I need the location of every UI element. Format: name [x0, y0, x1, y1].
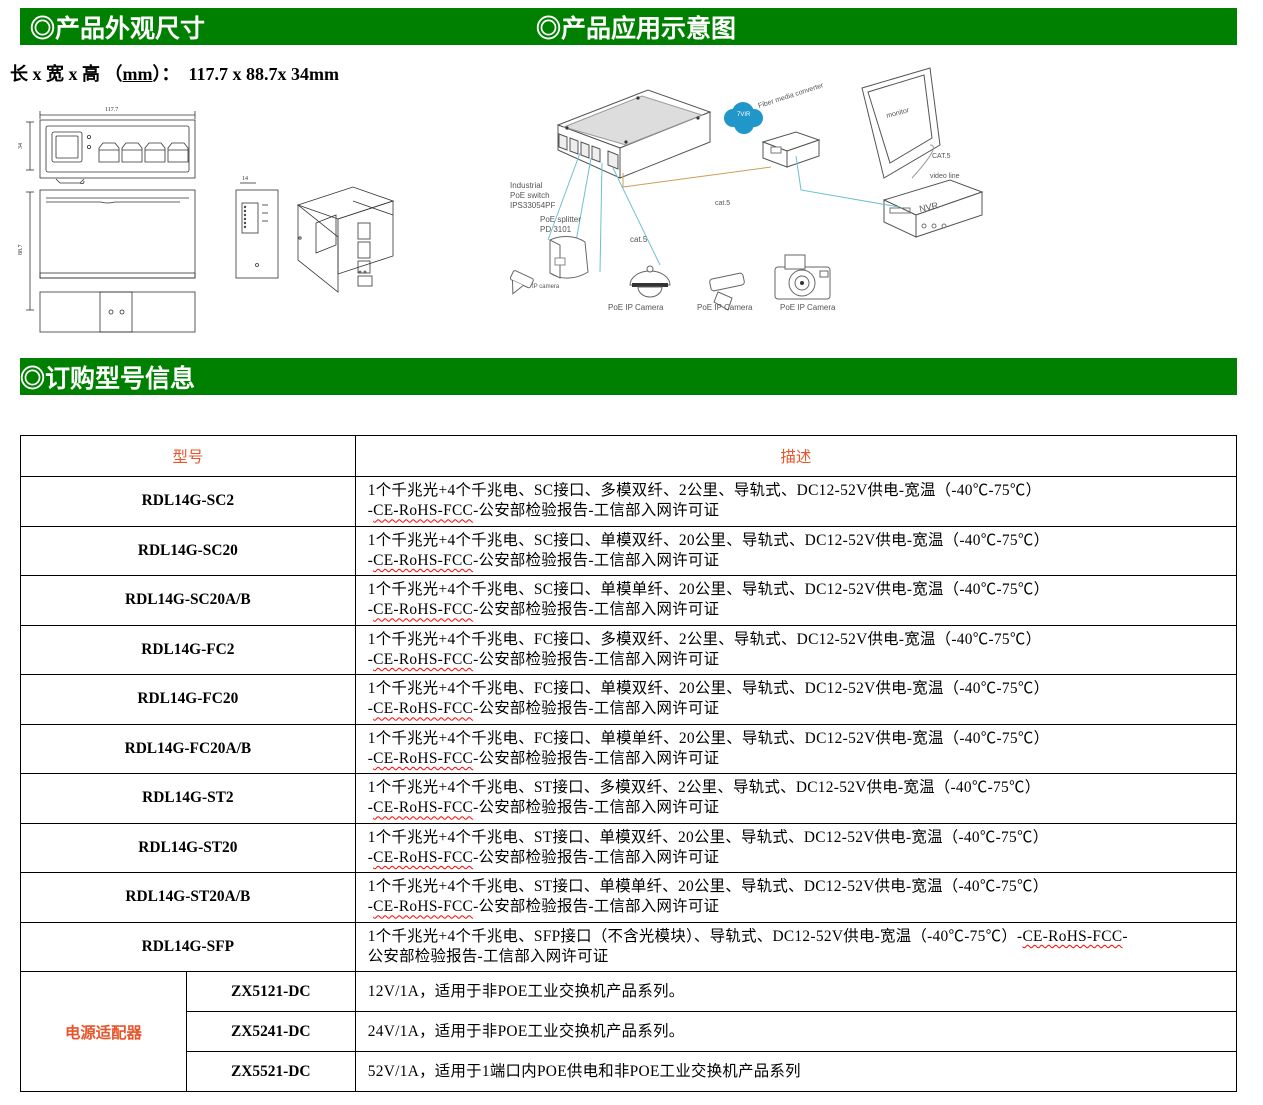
svg-text:cat.5: cat.5: [630, 235, 648, 244]
svg-text:PoE splitter: PoE splitter: [540, 215, 581, 224]
svg-text:CAT.5: CAT.5: [932, 153, 951, 160]
svg-text:PoE IP Camera: PoE IP Camera: [697, 303, 753, 312]
svg-text:PoE switch: PoE switch: [510, 191, 550, 200]
svg-text:PoE IP Camera: PoE IP Camera: [780, 303, 836, 312]
svg-text:PD 3101: PD 3101: [540, 225, 572, 234]
svg-text:88.7: 88.7: [18, 245, 24, 256]
svg-text:PoE IP Camera: PoE IP Camera: [608, 303, 664, 312]
svg-text:7VIR: 7VIR: [737, 112, 751, 118]
svg-text:14: 14: [242, 176, 248, 182]
svg-text:IP camera: IP camera: [532, 284, 560, 290]
svg-text:Fiber media converter: Fiber media converter: [757, 82, 825, 110]
svg-text:117.7: 117.7: [105, 107, 118, 113]
svg-text:Industrial: Industrial: [510, 181, 543, 190]
svg-text:cat.5: cat.5: [715, 200, 730, 207]
svg-text:34: 34: [18, 143, 24, 149]
svg-text:IPS33054PF: IPS33054PF: [510, 201, 555, 210]
svg-text:video line: video line: [930, 173, 960, 180]
